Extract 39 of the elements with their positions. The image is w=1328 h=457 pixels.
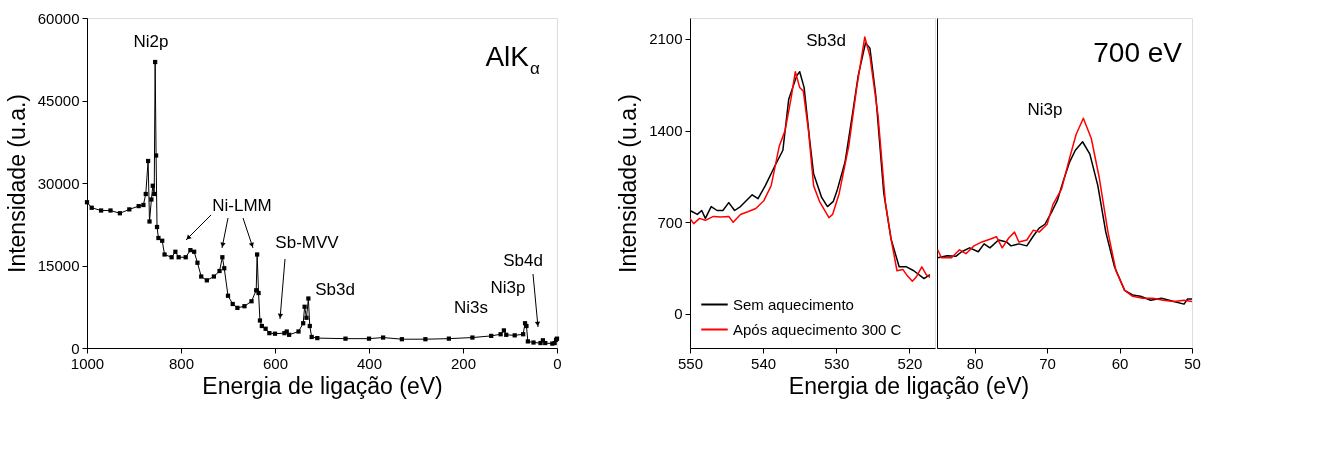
y-tick-label: 0 (71, 339, 80, 357)
annotation: Ni2p (133, 32, 169, 51)
x-tick-label: 60 (1111, 354, 1129, 372)
x-tick-label: 0 (553, 354, 562, 372)
x-tick-label: 400 (356, 354, 383, 372)
x-tick-label: 80 (966, 354, 984, 372)
x-tick-label: 600 (262, 354, 289, 372)
y-tick-label: 30000 (37, 174, 80, 192)
annotation: 700 eV (1093, 37, 1183, 68)
annotation: Ni3p (1027, 100, 1063, 119)
x-axis-title: Energia de ligação (eV) (788, 372, 1030, 399)
annotation: Sb3d (806, 31, 846, 50)
y-axis-title: Intensidade (u.a.) (3, 93, 30, 274)
x-tick-label: 550 (677, 354, 704, 372)
annotation: Ni3p (490, 278, 526, 297)
annotation: Sb4d (503, 251, 543, 270)
x-tick-label: 800 (168, 354, 195, 372)
y-tick-label: 0 (674, 305, 683, 323)
y-tick-label: 1400 (649, 122, 683, 140)
y-tick-label: 700 (657, 213, 683, 231)
x-tick-label: 70 (1039, 354, 1056, 372)
x-tick-label: 50 (1184, 354, 1201, 372)
annotation: Ni-LMM (212, 196, 272, 215)
x-axis-title: Energia de ligação (eV) (202, 372, 443, 399)
legend-label: Sem aquecimento (733, 295, 854, 313)
x-tick-label: 540 (751, 354, 777, 372)
x-tick-label: 200 (450, 354, 477, 372)
y-tick-label: 15000 (37, 257, 80, 274)
y-tick-label: 60000 (37, 9, 80, 27)
x-tick-label: 1000 (70, 354, 105, 372)
annotation: Sb-MVV (275, 233, 340, 252)
y-tick-label: 45000 (37, 92, 80, 109)
y-axis-title: Intensidade (u.a.) (615, 93, 642, 274)
y-tick-label: 2100 (649, 30, 683, 48)
x-tick-label: 520 (897, 354, 923, 372)
annotation: Sb3d (315, 280, 355, 299)
x-tick-label: 530 (824, 354, 850, 372)
legend-label: Após aquecimento 300 C (733, 320, 902, 338)
annotation: Ni3s (453, 298, 489, 317)
